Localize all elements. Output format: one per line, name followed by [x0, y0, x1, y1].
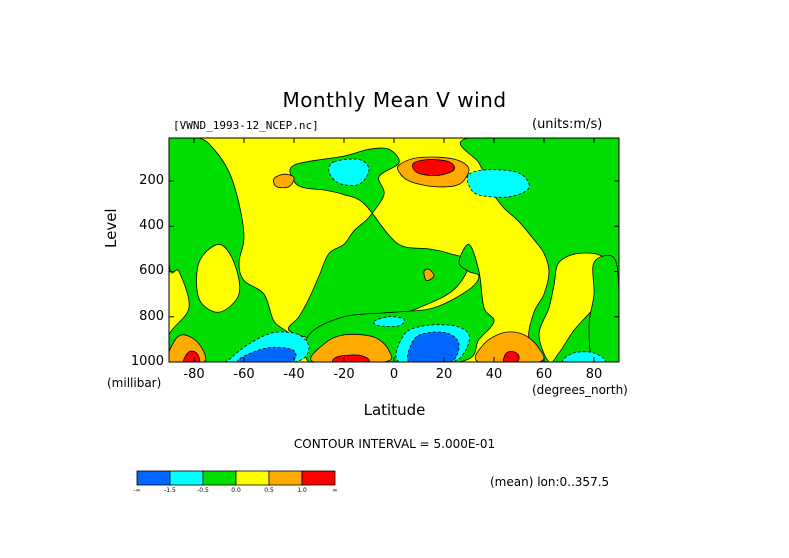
red-lower-left: [332, 354, 370, 362]
file-label: [VWND_1993-12_NCEP.nc]: [173, 119, 319, 132]
contour-fills: [169, 138, 619, 362]
axes: [168, 137, 620, 363]
green-left-band: [169, 138, 290, 362]
cyan-upper-right: [466, 169, 530, 198]
x-tick-label: -80: [183, 367, 205, 382]
x-tick-label: 0: [389, 367, 399, 382]
colorbar-tick-label: 0.0: [231, 487, 241, 494]
red-bottom-left: [183, 350, 201, 362]
colorbar-tick-label: -1.5: [164, 487, 176, 494]
colorbar-swatch: [169, 470, 204, 486]
colorbar-tick-label: 1.0: [297, 487, 307, 494]
y-tick-label: 1000: [130, 354, 164, 369]
units-label: (units:m/s): [532, 117, 603, 132]
cyan-upper-left: [328, 158, 370, 186]
red-upper-center: [412, 159, 455, 176]
y-tick-label: 600: [139, 263, 164, 279]
green-right-edge: [588, 255, 619, 362]
x-tick-label: 20: [435, 367, 453, 382]
y-tick-label: 800: [139, 308, 164, 324]
y-tick-label: 200: [139, 172, 164, 188]
y-axis-unit: (millibar): [107, 376, 162, 390]
colorbar-tick-label: ∞: [332, 487, 338, 494]
x-tick-label: -40: [283, 367, 305, 382]
colorbar-swatch: [235, 470, 270, 486]
yellow-bottom-left-gap: [196, 243, 241, 313]
colorbar-swatch: [136, 470, 171, 486]
orange-lower-right: [474, 331, 545, 362]
contour-shapes: [169, 138, 619, 362]
x-tick-label: 60: [535, 367, 553, 382]
cyan-small-patch: [373, 316, 405, 327]
chart-title: Monthly Mean V wind: [282, 88, 507, 112]
orange-lower-left-peak: [310, 333, 393, 362]
colorbar-swatch: [268, 470, 303, 486]
cyan-lower-right: [562, 351, 606, 362]
colorbar-tick-label: -∞: [133, 487, 141, 494]
x-tick-label: -20: [333, 367, 355, 382]
x-tick-label: 80: [585, 367, 603, 382]
blue-lower-left: [237, 346, 297, 362]
x-tick-label: 40: [485, 367, 503, 382]
red-lower-right: [503, 351, 520, 362]
colorbar: [136, 470, 336, 486]
y-tick-label: 400: [139, 218, 164, 234]
colorbar-tick-label: -0.5: [197, 487, 209, 494]
x-axis-unit: (degrees_north): [532, 383, 628, 397]
colorbar-swatch: [202, 470, 237, 486]
mean-lon-text: (mean) lon:0..357.5: [490, 475, 610, 489]
contour-interval-text: CONTOUR INTERVAL = 5.000E-01: [293, 437, 496, 451]
x-tick-label: -60: [233, 367, 255, 382]
x-axis-label: Latitude: [363, 401, 426, 419]
colorbar-tick-label: 0.5: [264, 487, 274, 494]
orange-upper-small: [273, 173, 295, 189]
orange-mid-spot: [423, 268, 435, 282]
colorbar-swatch: [301, 470, 336, 486]
y-axis-label: Level: [102, 208, 120, 248]
